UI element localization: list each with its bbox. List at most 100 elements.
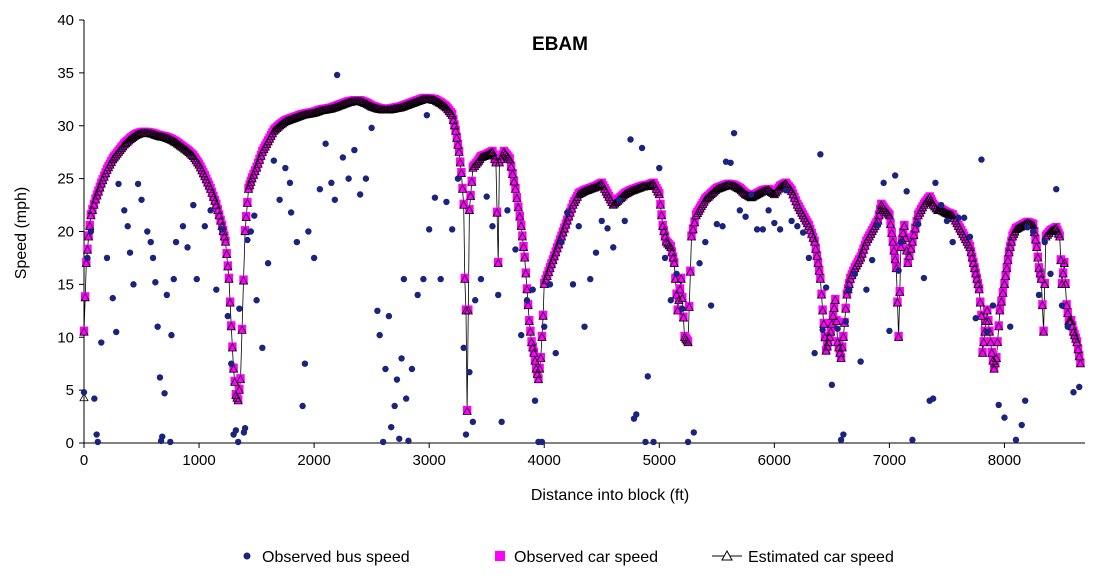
car-speed-point (1040, 278, 1049, 288)
estimated-speed-point (717, 182, 728, 191)
bus-speed-point (989, 302, 997, 309)
estimated-speed-point (80, 292, 90, 302)
y-tick-label: 25 (57, 171, 74, 188)
bus-speed-point (759, 226, 767, 233)
estimated-speed-point (1000, 271, 1011, 281)
legend-car-marker (495, 551, 505, 561)
estimated-speed-point (979, 337, 989, 347)
estimated-speed-point (440, 101, 450, 111)
bus-speed-point (690, 429, 698, 436)
bus-speed-point (610, 244, 617, 251)
car-speed-point (492, 207, 502, 216)
bus-speed-point (322, 140, 329, 147)
bus-speed-point (518, 331, 525, 339)
estimated-speed-point (898, 228, 908, 237)
car-speed-point (987, 347, 997, 357)
car-speed-point (464, 305, 473, 314)
legend-car-label: Observed car speed (514, 549, 658, 566)
estimated-speed-point (86, 210, 96, 220)
car-speed-point (832, 315, 841, 325)
estimated-speed-point (79, 327, 89, 336)
car-speed-point (835, 347, 845, 357)
estimated-speed-point (880, 205, 890, 214)
estimated-speed-point (719, 181, 729, 191)
car-speed-point (450, 120, 459, 129)
bus-speed-point (684, 438, 692, 446)
car-speed-point (512, 193, 522, 202)
bus-speed-point (124, 223, 131, 230)
bus-speed-point (642, 438, 649, 446)
estimated-speed-point (240, 226, 250, 236)
car-speed-point (1007, 236, 1016, 246)
bus-speed-point (748, 191, 755, 198)
estimated-speed-point (990, 358, 1000, 368)
estimated-speed-point (989, 364, 999, 373)
bus-speed-point (794, 223, 801, 230)
estimated-speed-point (942, 208, 952, 218)
car-speed-point (888, 236, 898, 246)
estimated-speed-point (87, 205, 98, 214)
bus-speed-point (529, 286, 536, 293)
car-speed-point (527, 337, 536, 346)
bus-speed-point (937, 201, 945, 209)
bus-speed-point (569, 281, 577, 288)
car-speed-point (687, 231, 696, 240)
car-speed-point (992, 353, 1001, 362)
car-speed-point (530, 355, 540, 365)
bus-speed-point (943, 217, 951, 225)
car-speed-point (88, 204, 97, 214)
estimated-speed-point (982, 305, 992, 315)
car-speed-point (523, 300, 533, 309)
bus-speed-point (1047, 270, 1054, 277)
estimated-speed-point (487, 147, 498, 156)
estimated-speed-point (887, 228, 897, 237)
estimated-speed-point (1031, 242, 1042, 251)
bus-speed-point (489, 223, 496, 230)
estimated-speed-point (1071, 334, 1081, 343)
bus-speed-point (587, 275, 594, 283)
estimated-speed-point (643, 181, 653, 190)
estimated-speed-point (975, 298, 985, 307)
estimated-speed-point (998, 288, 1008, 297)
estimated-speed-point (829, 303, 839, 312)
estimated-speed-point (768, 188, 778, 198)
estimated-speed-point (671, 290, 682, 299)
estimated-speed-point (910, 224, 920, 233)
car-speed-point (1001, 271, 1010, 280)
estimated-speed-point (594, 180, 604, 190)
estimated-speed-point (400, 101, 410, 110)
bus-speed-point (673, 270, 680, 277)
estimated-speed-point (677, 293, 687, 303)
estimated-speed-point (822, 341, 832, 351)
car-speed-point (906, 243, 916, 253)
bus-speed-point (771, 219, 778, 227)
estimated-speed-point (1037, 300, 1048, 310)
car-speed-point (825, 331, 834, 341)
estimated-speed-point (227, 343, 238, 352)
estimated-speed-point (450, 126, 461, 135)
estimated-speed-point (333, 101, 344, 110)
car-speed-point (89, 199, 99, 209)
bus-speed-point (310, 254, 318, 262)
bus-speed-point (466, 368, 473, 376)
estimated-speed-point (1068, 327, 1079, 336)
car-speed-point (817, 289, 826, 298)
bus-speed-point (376, 331, 383, 339)
estimated-speed-point (945, 209, 955, 219)
estimated-speed-point (884, 210, 895, 220)
estimated-speed-point (890, 254, 900, 264)
y-tick-label: 30 (57, 118, 74, 135)
estimated-speed-point (460, 274, 470, 283)
estimated-speed-point (881, 207, 892, 216)
estimated-speed-point (356, 97, 367, 106)
legend-estimated-label: Estimated car speed (748, 549, 894, 566)
estimated-speed-point (513, 202, 524, 212)
estimated-speed-point (228, 364, 239, 373)
estimated-speed-point (224, 274, 234, 283)
estimated-speed-point (625, 186, 636, 195)
y-tick-label: 15 (57, 276, 74, 293)
bus-speed-point (719, 223, 726, 230)
estimated-speed-point (414, 96, 424, 105)
bus-speed-point (863, 286, 870, 293)
bus-speed-point (1012, 436, 1020, 444)
